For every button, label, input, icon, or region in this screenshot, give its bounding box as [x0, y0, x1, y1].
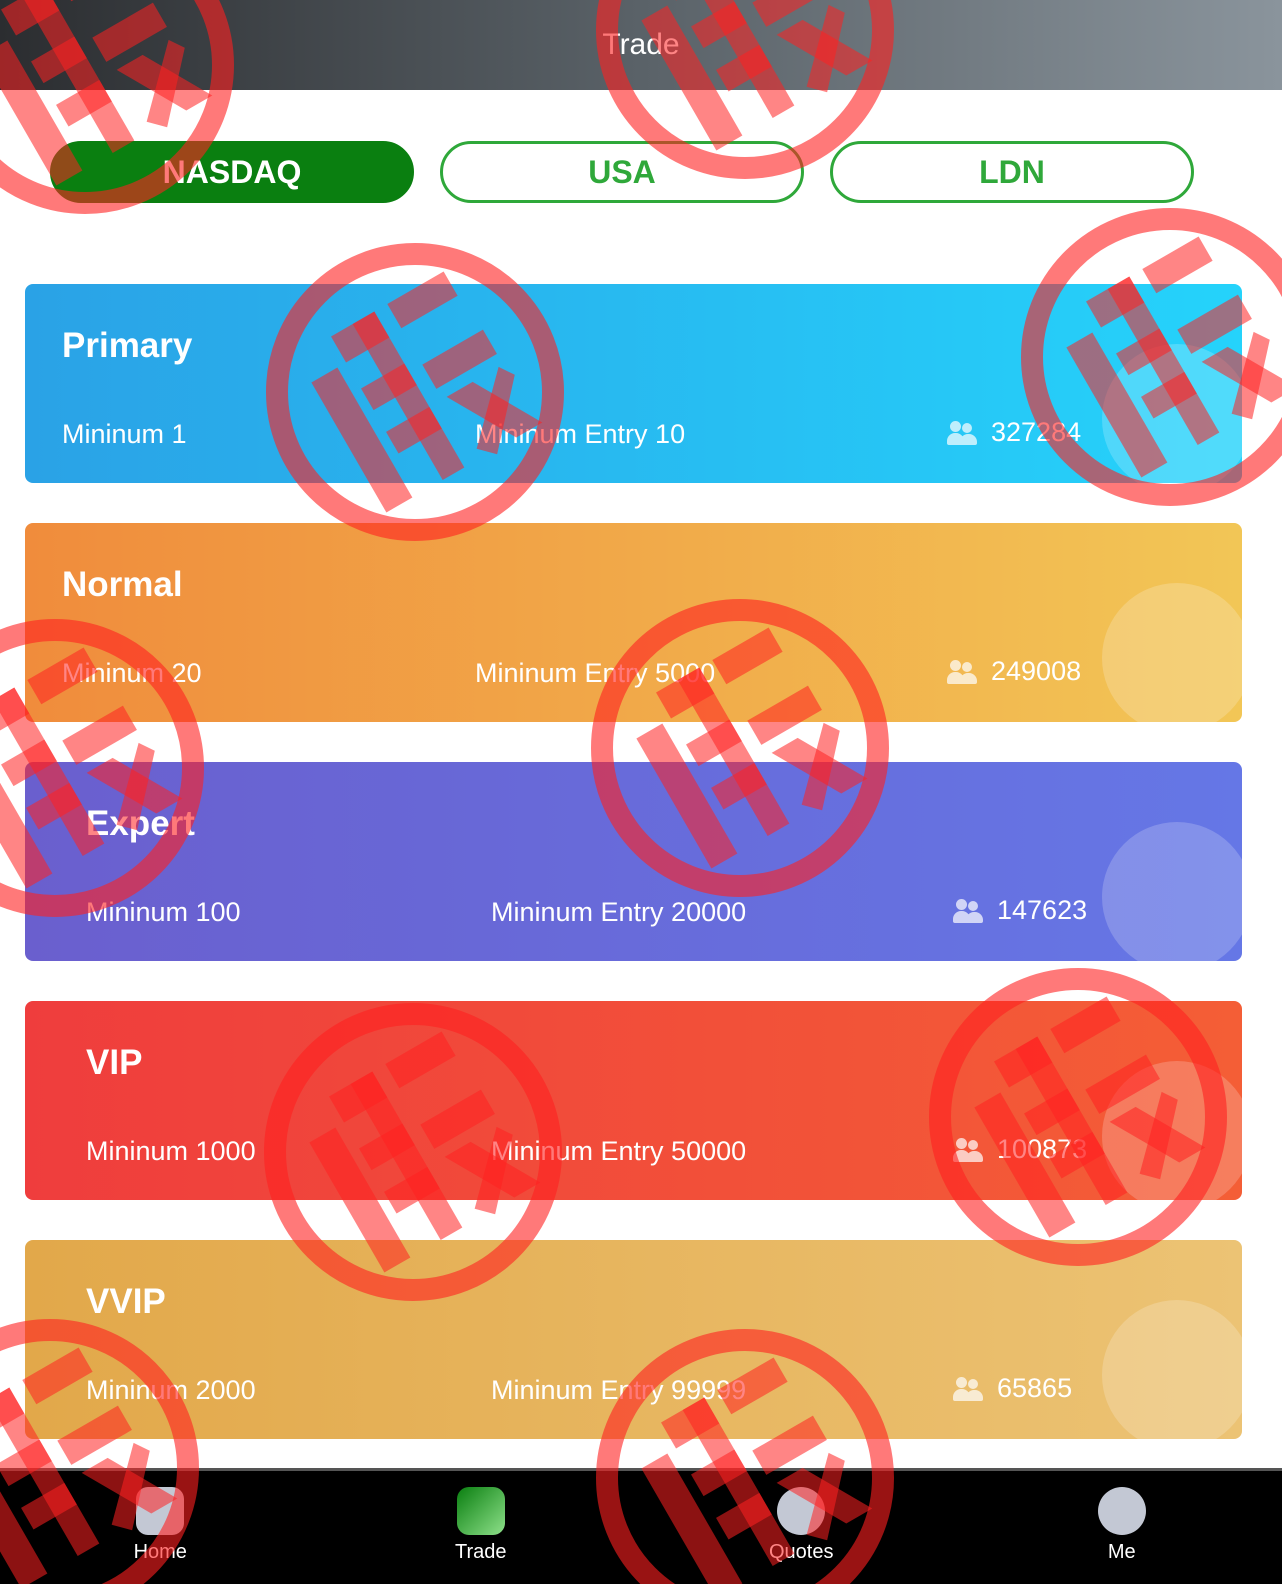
plan-users: 327284	[947, 417, 1081, 448]
plan-title: VVIP	[86, 1282, 166, 1321]
plan-entry: Mininum Entry 50000	[491, 1136, 747, 1166]
card-decoration-icon	[1102, 344, 1242, 483]
plan-title: Normal	[62, 565, 183, 604]
plan-users: 249008	[947, 656, 1081, 687]
plan-minimum: Mininum 1	[62, 419, 187, 449]
plan-users: 147623	[953, 895, 1087, 926]
users-count: 65865	[997, 1373, 1073, 1403]
nav-label: Trade	[454, 1541, 507, 1563]
plan-title: Expert	[86, 804, 195, 843]
plan-title: Primary	[62, 326, 193, 365]
home-icon	[136, 1487, 185, 1535]
tab-usa[interactable]: USA	[440, 141, 804, 203]
users-icon	[953, 1137, 983, 1162]
card-decoration-icon	[1102, 822, 1242, 961]
tab-nasdaq[interactable]: NASDAQ	[50, 141, 414, 203]
plan-card-vvip[interactable]: VVIP Mininum 2000 Mininum Entry 99999 65…	[25, 1240, 1242, 1439]
plan-title: VIP	[86, 1043, 143, 1082]
users-count: 327284	[991, 417, 1082, 447]
card-decoration-icon	[1102, 583, 1242, 722]
trade-chart-icon	[456, 1487, 505, 1535]
quotes-icon	[777, 1487, 826, 1535]
users-count: 147623	[997, 895, 1088, 925]
plan-card-vip[interactable]: VIP Mininum 1000 Mininum Entry 50000 100…	[25, 1001, 1242, 1200]
users-icon	[947, 659, 977, 684]
nav-label: Home	[133, 1541, 187, 1563]
plan-entry: Mininum Entry 20000	[491, 897, 747, 927]
header: Trade	[0, 0, 1282, 90]
nav-label: Me	[1107, 1541, 1136, 1563]
plan-card-primary[interactable]: Primary Mininum 1 Mininum Entry 10 32728…	[25, 284, 1242, 483]
page-title: Trade	[602, 28, 680, 61]
plan-card-normal[interactable]: Normal Mininum 20 Mininum Entry 5000 249…	[25, 523, 1242, 722]
nav-home[interactable]: Home	[0, 1471, 321, 1584]
plan-minimum: Mininum 2000	[86, 1375, 256, 1405]
plan-users: 100873	[953, 1134, 1087, 1165]
tab-ldn[interactable]: LDN	[830, 141, 1194, 203]
plan-entry: Mininum Entry 5000	[475, 658, 716, 688]
plan-entry: Mininum Entry 10	[475, 419, 686, 449]
users-icon	[953, 1376, 983, 1401]
plan-users: 65865	[953, 1373, 1072, 1404]
nav-quotes[interactable]: Quotes	[641, 1471, 962, 1584]
user-icon	[1097, 1487, 1146, 1535]
users-count: 249008	[991, 656, 1082, 686]
plan-card-expert[interactable]: Expert Mininum 100 Mininum Entry 20000 1…	[25, 762, 1242, 961]
nav-trade[interactable]: Trade	[321, 1471, 642, 1584]
users-icon	[947, 420, 977, 445]
bottom-nav: Home Trade Quotes Me	[0, 1468, 1282, 1584]
card-decoration-icon	[1102, 1300, 1242, 1439]
plan-entry: Mininum Entry 99999	[491, 1375, 747, 1405]
card-decoration-icon	[1102, 1061, 1242, 1200]
users-count: 100873	[997, 1134, 1088, 1164]
nav-label: Quotes	[769, 1541, 834, 1563]
users-icon	[953, 898, 983, 923]
plan-minimum: Mininum 1000	[86, 1136, 256, 1166]
plan-minimum: Mininum 20	[62, 658, 202, 688]
nav-me[interactable]: Me	[962, 1471, 1282, 1584]
plan-minimum: Mininum 100	[86, 897, 241, 927]
